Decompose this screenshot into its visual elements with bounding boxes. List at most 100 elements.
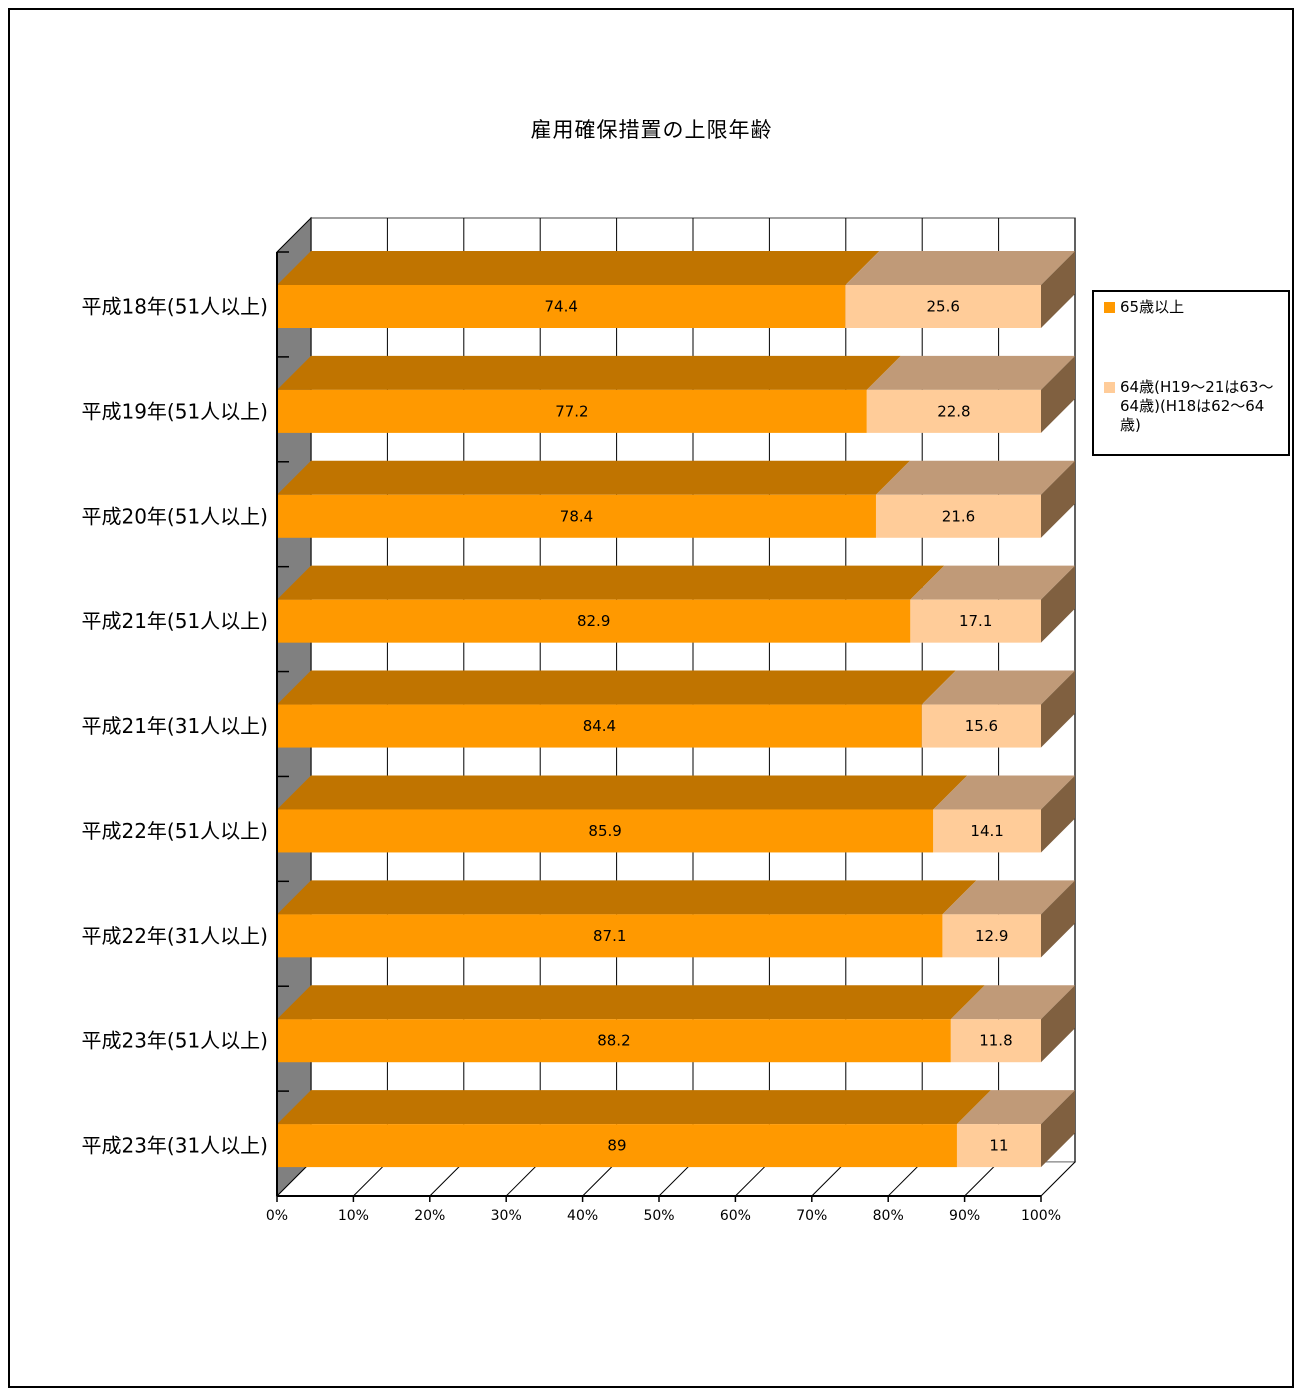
floor-gridline (353, 1161, 388, 1197)
data-label-series-2: 21.6 (942, 507, 975, 525)
floor-gridline (1040, 1161, 1076, 1197)
data-label-series-1: 85.9 (588, 822, 621, 840)
bar-top-1 (277, 460, 910, 495)
bar-top-1 (277, 775, 968, 810)
legend-label-series-1: 65歳以上 (1120, 298, 1185, 316)
bar-side (1041, 985, 1075, 1063)
data-label-series-1: 87.1 (593, 927, 626, 945)
bar-series-1 (277, 494, 876, 538)
legend-swatch-series-1 (1104, 302, 1115, 313)
bar-series-2 (875, 494, 1041, 538)
bar-top-2 (950, 985, 1075, 1020)
x-tick-label: 10% (338, 1208, 369, 1224)
bar-series-1 (277, 1019, 951, 1063)
data-label-series-1: 89 (607, 1137, 626, 1155)
bar-series-1 (277, 389, 867, 433)
bar-series-2 (910, 599, 1041, 643)
x-tick-label: 60% (720, 1208, 751, 1224)
bar-top-2 (845, 251, 1075, 285)
bar-side (1041, 1090, 1075, 1168)
bar-top-2 (933, 775, 1075, 810)
floor-gridline (887, 1161, 923, 1197)
bar-top-1 (277, 1090, 991, 1125)
category-label: 平成22年(31人以上) (81, 924, 268, 948)
category-label: 平成21年(31人以上) (81, 714, 268, 738)
x-tick-label: 70% (796, 1208, 827, 1224)
bar-series-1 (277, 599, 911, 643)
data-label-series-1: 88.2 (597, 1032, 630, 1050)
bar-series-2 (921, 704, 1041, 748)
chart-legend: 65歳以上 64歳(H19～21は63～64歳)(H18は62～64歳) (1092, 290, 1290, 456)
category-label: 平成20年(51人以上) (81, 504, 268, 528)
bar-series-2 (950, 1019, 1041, 1063)
bar-series-1 (277, 809, 934, 853)
floor-gridline (505, 1161, 541, 1197)
bar-series-2 (933, 809, 1041, 853)
floor-gridline (276, 1161, 312, 1197)
x-tick-label: 50% (643, 1208, 674, 1224)
data-label-series-1: 74.4 (545, 298, 578, 316)
floor-gridline (735, 1161, 770, 1197)
data-label-series-2: 17.1 (959, 612, 992, 630)
floor-gridline (964, 1161, 999, 1197)
data-label-series-2: 11 (989, 1137, 1008, 1155)
floor-gridline (811, 1161, 847, 1197)
bar-top-2 (875, 460, 1075, 495)
bar-top-1 (277, 251, 880, 285)
x-tick-label: 0% (266, 1208, 288, 1224)
data-label-series-1: 78.4 (560, 507, 593, 525)
category-label: 平成23年(31人以上) (81, 1134, 268, 1158)
bar-side (1041, 355, 1075, 433)
data-label-series-2: 12.9 (975, 927, 1008, 945)
bar-side (1041, 775, 1075, 853)
legend-item-series-1: 65歳以上 (1104, 298, 1284, 317)
bar-side (1041, 880, 1075, 958)
floor-gridline (582, 1161, 617, 1197)
chart-title: 雇用確保措置の上限年齢 (530, 118, 773, 142)
category-label: 平成21年(51人以上) (81, 609, 268, 633)
data-label-series-1: 77.2 (555, 402, 588, 420)
bar-side (1041, 565, 1075, 643)
bar-top-2 (921, 670, 1075, 705)
bar-top-2 (910, 565, 1075, 600)
x-tick-label: 30% (491, 1208, 522, 1224)
bar-side (1041, 251, 1075, 328)
bar-series-1 (277, 285, 846, 328)
bar-top-2 (866, 355, 1075, 390)
bar-series-2 (956, 1124, 1041, 1168)
bar-top-2 (956, 1090, 1075, 1125)
bar-series-1 (277, 1124, 957, 1168)
data-label-series-1: 82.9 (577, 612, 610, 630)
data-label-series-2: 14.1 (970, 822, 1003, 840)
bar-top-2 (942, 880, 1075, 915)
legend-label-series-2: 64歳(H19～21は63～64歳)(H18は62～64歳) (1120, 378, 1274, 434)
bar-series-1 (277, 704, 922, 748)
category-label: 平成23年(51人以上) (81, 1029, 268, 1053)
bar-top-1 (277, 880, 977, 915)
category-label: 平成22年(51人以上) (81, 819, 268, 843)
data-label-series-2: 25.6 (927, 298, 960, 316)
bar-top-1 (277, 565, 945, 600)
category-label: 平成18年(51人以上) (81, 295, 268, 319)
x-tick-label: 100% (1021, 1208, 1061, 1224)
data-label-series-2: 15.6 (965, 717, 998, 735)
x-tick-label: 90% (949, 1208, 980, 1224)
legend-item-series-2: 64歳(H19～21は63～64歳)(H18は62～64歳) (1104, 378, 1284, 435)
bar-side (1041, 670, 1075, 748)
bar-top-1 (277, 355, 901, 390)
data-label-series-2: 22.8 (937, 402, 970, 420)
x-tick-label: 20% (414, 1208, 445, 1224)
data-label-series-1: 84.4 (583, 717, 616, 735)
bar-top-1 (277, 985, 985, 1020)
bar-series-2 (866, 389, 1041, 433)
floor-gridline (429, 1161, 465, 1197)
data-label-series-2: 11.8 (979, 1032, 1012, 1050)
bar-series-2 (942, 914, 1041, 958)
floor-gridline (658, 1161, 694, 1197)
category-label: 平成19年(51人以上) (81, 399, 268, 423)
bar-side (1041, 460, 1075, 538)
bar-series-2 (845, 285, 1041, 328)
bar-series-1 (277, 914, 943, 958)
x-tick-label: 40% (567, 1208, 598, 1224)
